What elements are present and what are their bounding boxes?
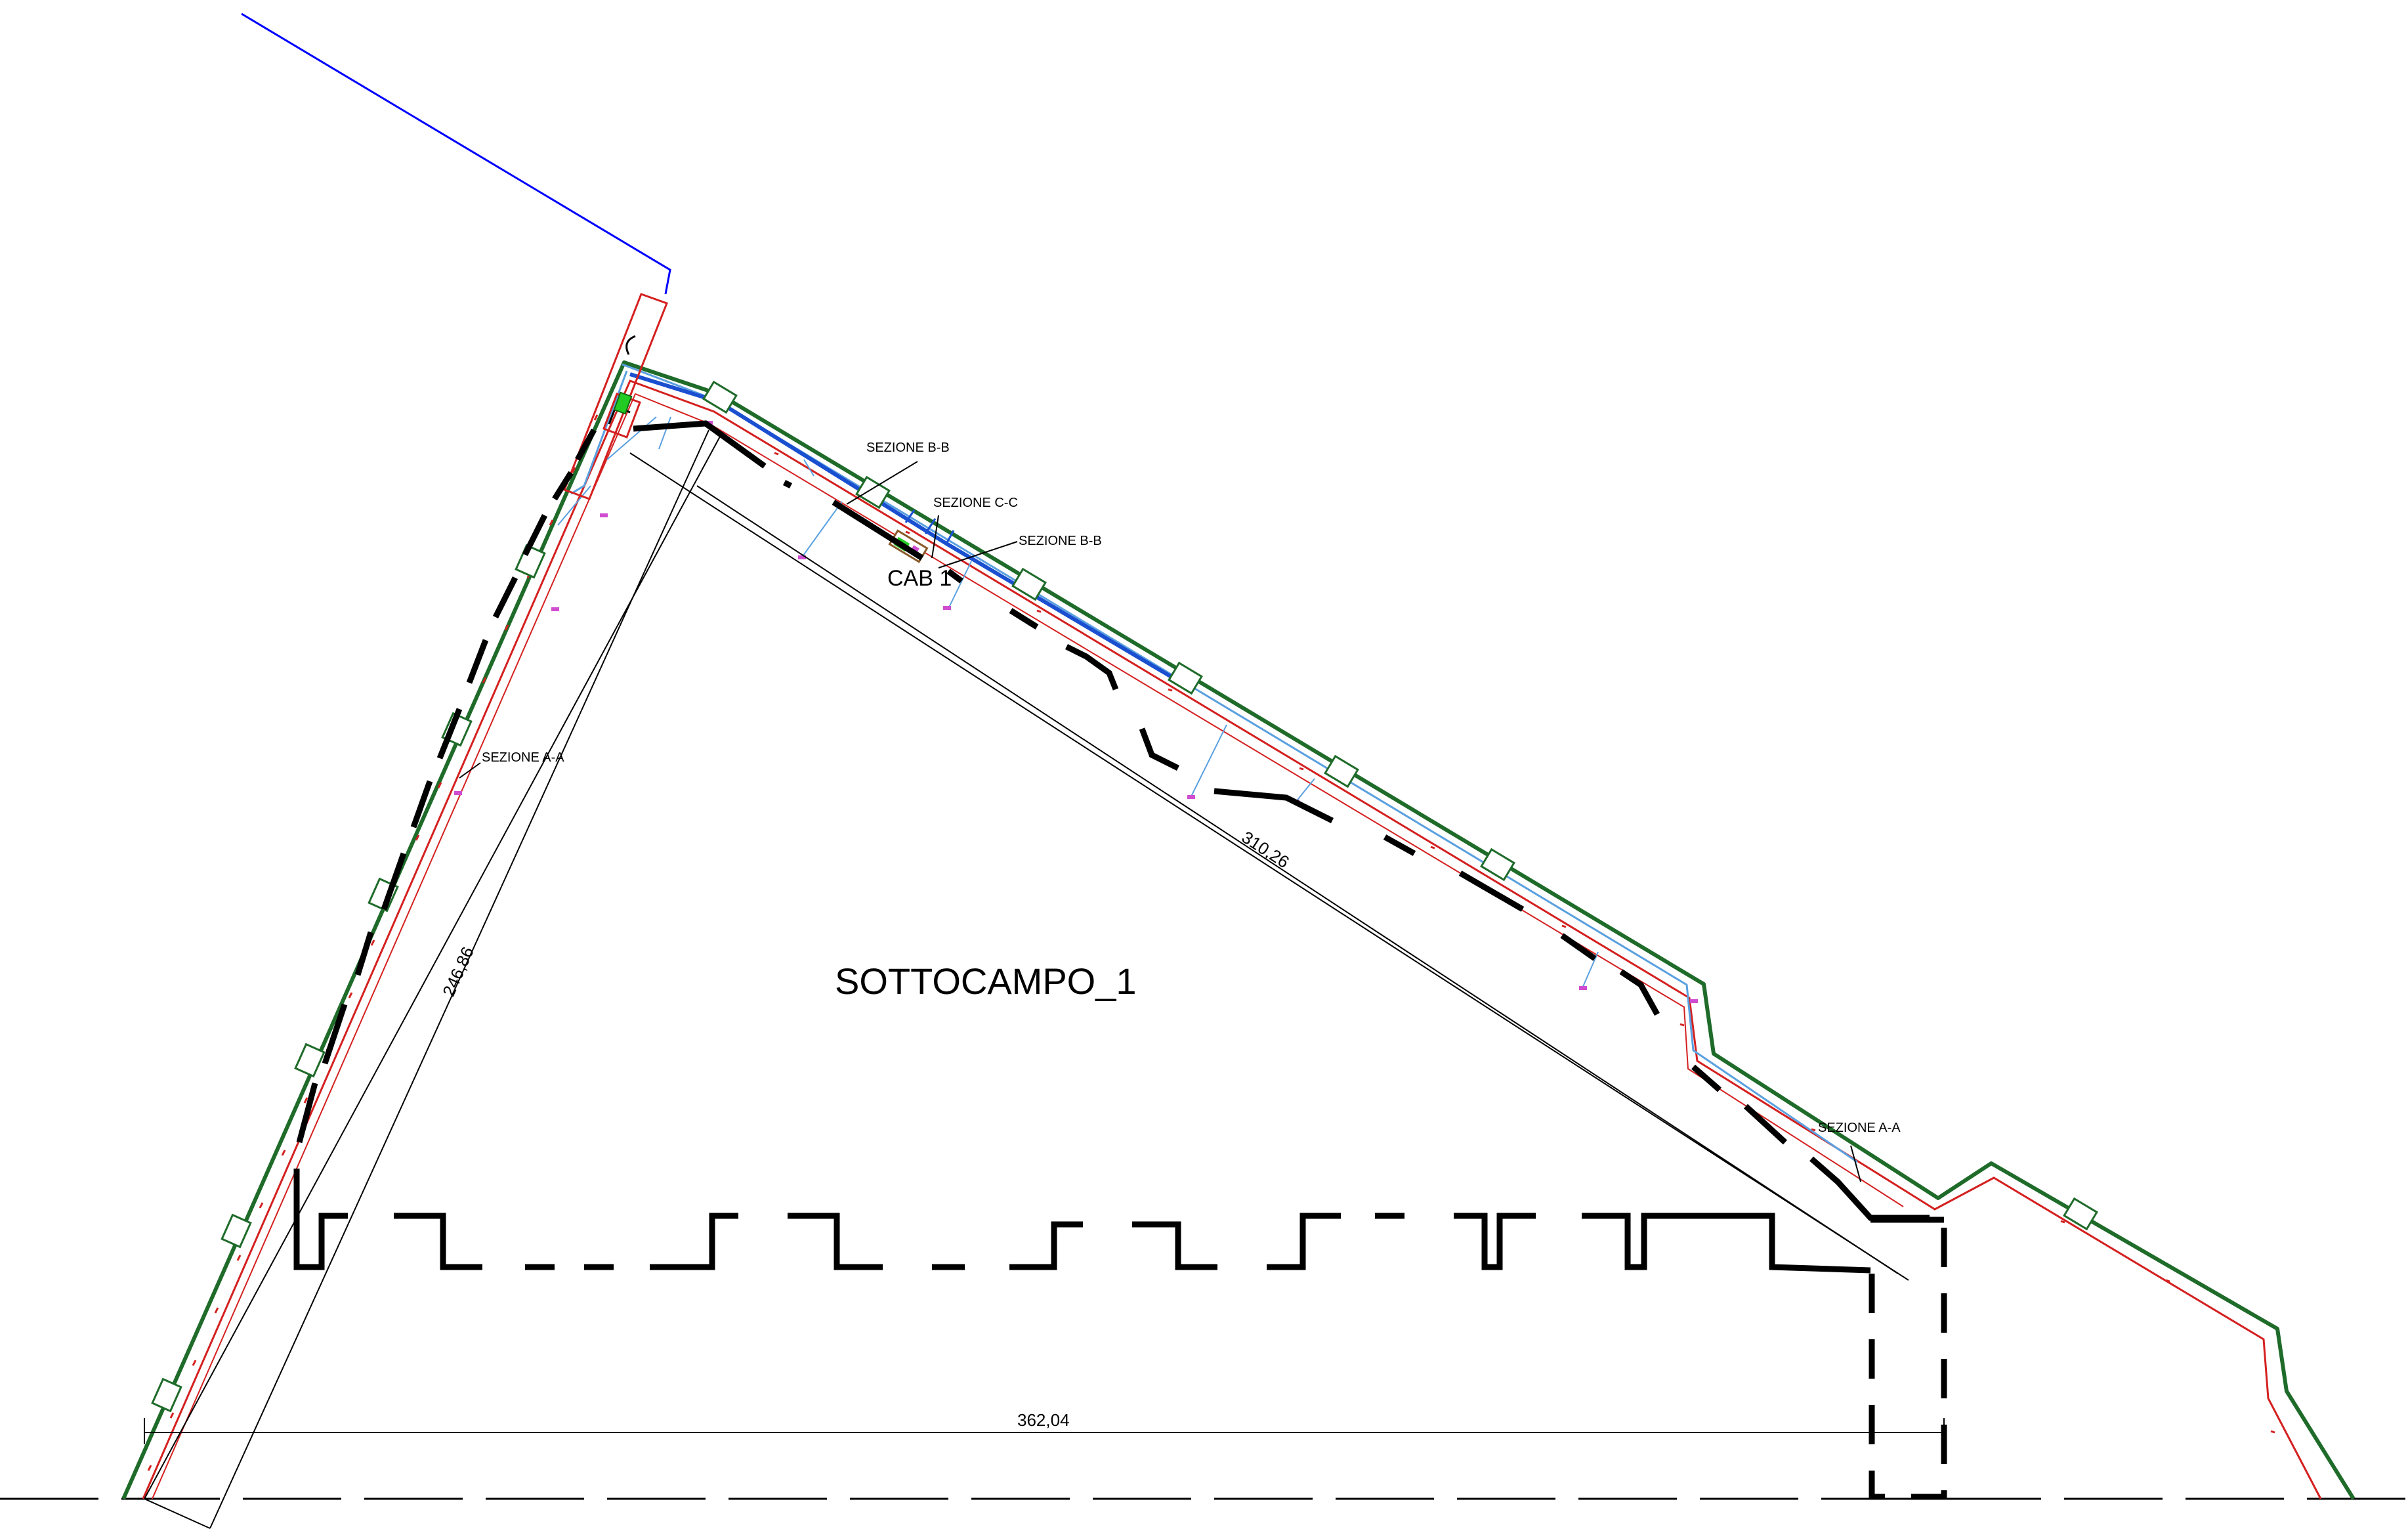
site-boundary (121, 360, 2355, 1500)
access-road-line (241, 12, 671, 295)
section-bb-label-2: SEZIONE B-B (1019, 534, 1102, 548)
feeder-branches (557, 416, 1599, 989)
inner-setback-line (142, 379, 2322, 1499)
hatch-marks (147, 414, 2275, 1471)
feeder-markers (454, 421, 1698, 1003)
section-aa-label-2: SEZIONE A-A (1818, 1121, 1901, 1135)
field-name-label: SOTTOCAMPO_1 (835, 960, 1137, 1002)
apex-structures (563, 293, 668, 500)
cable-route (570, 363, 1858, 1163)
section-cc-label: SEZIONE C-C (933, 496, 1018, 510)
boundary-posts (151, 380, 2098, 1413)
section-leaders (459, 461, 1861, 1182)
dimension-lines (144, 429, 1945, 1529)
section-bb-label-1: SEZIONE B-B (866, 441, 950, 455)
fence-line (293, 420, 1947, 1500)
dimension-base: 362,04 (1017, 1410, 1070, 1430)
dimension-diagonal: 310,26 (1238, 827, 1293, 872)
dimension-left-side: 246,86 (438, 944, 478, 1000)
cabin-label: CAB 1 (887, 566, 952, 591)
section-aa-label-1: SEZIONE A-A (482, 750, 564, 765)
